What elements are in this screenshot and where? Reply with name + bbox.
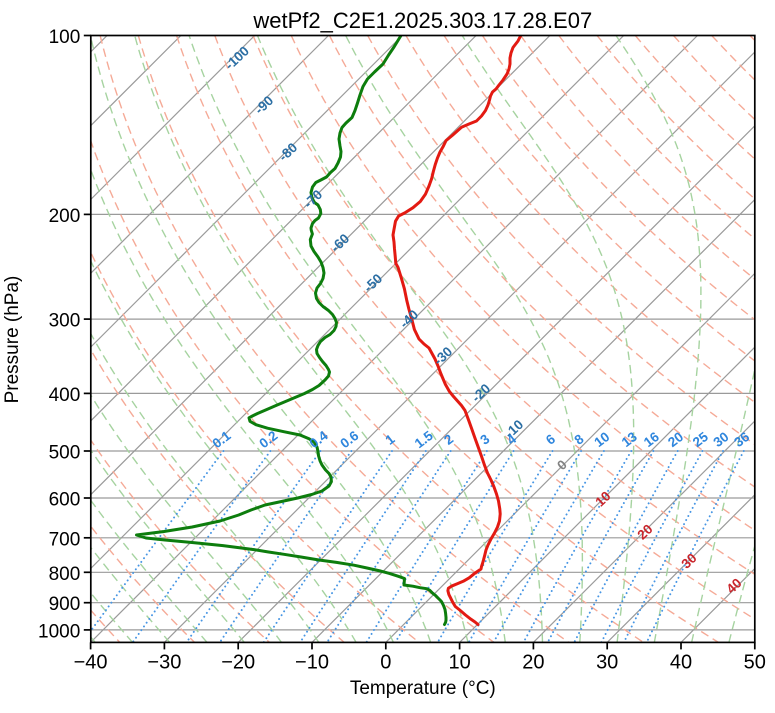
svg-text:−30: −30 <box>147 651 181 673</box>
svg-text:1000: 1000 <box>38 621 80 642</box>
svg-text:600: 600 <box>49 490 81 511</box>
svg-text:−20: −20 <box>221 651 255 673</box>
svg-text:30: 30 <box>596 651 618 673</box>
svg-text:500: 500 <box>49 443 81 464</box>
svg-text:30: 30 <box>710 429 731 450</box>
svg-text:20: 20 <box>634 521 655 542</box>
svg-text:30: 30 <box>678 550 699 571</box>
svg-text:wetPf2_C2E1.2025.303.17.28.E07: wetPf2_C2E1.2025.303.17.28.E07 <box>252 8 592 33</box>
svg-text:700: 700 <box>49 529 81 550</box>
svg-text:100: 100 <box>49 27 81 48</box>
svg-text:900: 900 <box>49 594 81 615</box>
svg-text:50: 50 <box>744 651 766 673</box>
svg-text:40: 40 <box>723 575 744 596</box>
svg-text:200: 200 <box>49 206 81 227</box>
svg-text:300: 300 <box>49 311 81 332</box>
svg-text:40: 40 <box>670 651 692 673</box>
svg-text:400: 400 <box>49 385 81 406</box>
svg-text:−40: −40 <box>74 651 108 673</box>
svg-text:10: 10 <box>592 488 613 509</box>
svg-text:0: 0 <box>380 651 391 673</box>
svg-text:20: 20 <box>665 429 686 450</box>
svg-text:10: 10 <box>591 429 612 450</box>
svg-text:−10: −10 <box>295 651 329 673</box>
svg-text:20: 20 <box>522 651 544 673</box>
svg-text:Pressure (hPa): Pressure (hPa) <box>2 276 23 404</box>
svg-text:800: 800 <box>49 564 81 585</box>
svg-text:10: 10 <box>448 651 470 673</box>
svg-text:Temperature (°C): Temperature (°C) <box>350 678 496 699</box>
